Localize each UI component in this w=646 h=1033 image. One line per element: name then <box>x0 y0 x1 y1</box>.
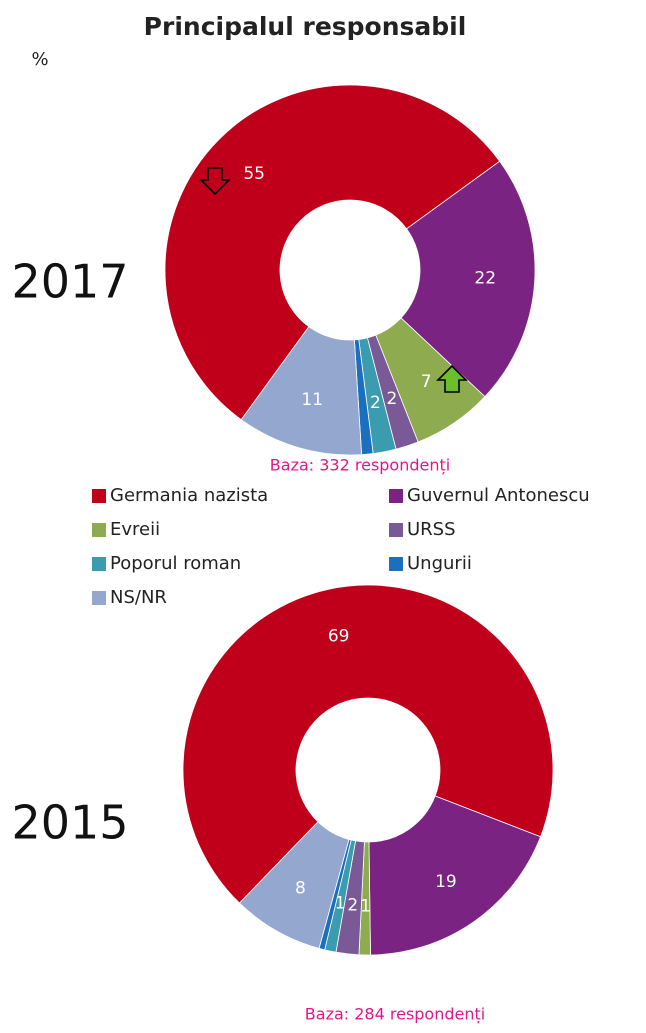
donut-slice <box>238 821 350 949</box>
data-label: 1 <box>360 896 371 916</box>
base-note: Baza: 284 respondenți <box>305 1005 485 1024</box>
legend-label: Ungurii <box>407 553 472 574</box>
chart-title: Principalul responsabil <box>144 12 467 41</box>
data-label: 22 <box>474 269 496 289</box>
legend-label: Germania nazista <box>110 485 268 506</box>
donut-slice <box>240 326 363 456</box>
up-arrow <box>436 364 468 393</box>
base-note: Baza: 332 respondenți <box>270 456 450 475</box>
legend-swatch <box>92 523 106 537</box>
data-label: 69 <box>328 627 350 647</box>
down-arrow <box>199 167 231 196</box>
legend-label: Guvernul Antonescu <box>407 485 590 506</box>
data-label: 2 <box>347 896 358 916</box>
donut-slice <box>368 795 542 956</box>
data-label: 19 <box>435 872 457 892</box>
legend-swatch <box>389 557 403 571</box>
data-label: 55 <box>243 164 265 184</box>
data-label: 2 <box>370 393 381 413</box>
data-label: 8 <box>295 879 306 899</box>
legend-swatch <box>92 591 106 605</box>
data-label: 11 <box>301 390 323 410</box>
legend-label: Poporul roman <box>110 553 241 574</box>
legend-label: NS/NR <box>110 587 167 608</box>
year-label: 2015 <box>11 796 128 850</box>
legend-swatch <box>92 557 106 571</box>
legend-label: Evreii <box>110 519 160 540</box>
donut-slice <box>182 584 554 904</box>
data-label: 2 <box>386 389 397 409</box>
legend-swatch <box>389 489 403 503</box>
unit-label: % <box>31 49 48 70</box>
legend-swatch <box>92 489 106 503</box>
data-label: 7 <box>421 372 432 392</box>
legend-label: URSS <box>407 519 456 540</box>
legend-swatch <box>389 523 403 537</box>
year-label: 2017 <box>11 255 128 309</box>
donut-slice <box>400 160 536 398</box>
donut-slice <box>164 84 501 421</box>
data-label: 1 <box>335 894 346 914</box>
